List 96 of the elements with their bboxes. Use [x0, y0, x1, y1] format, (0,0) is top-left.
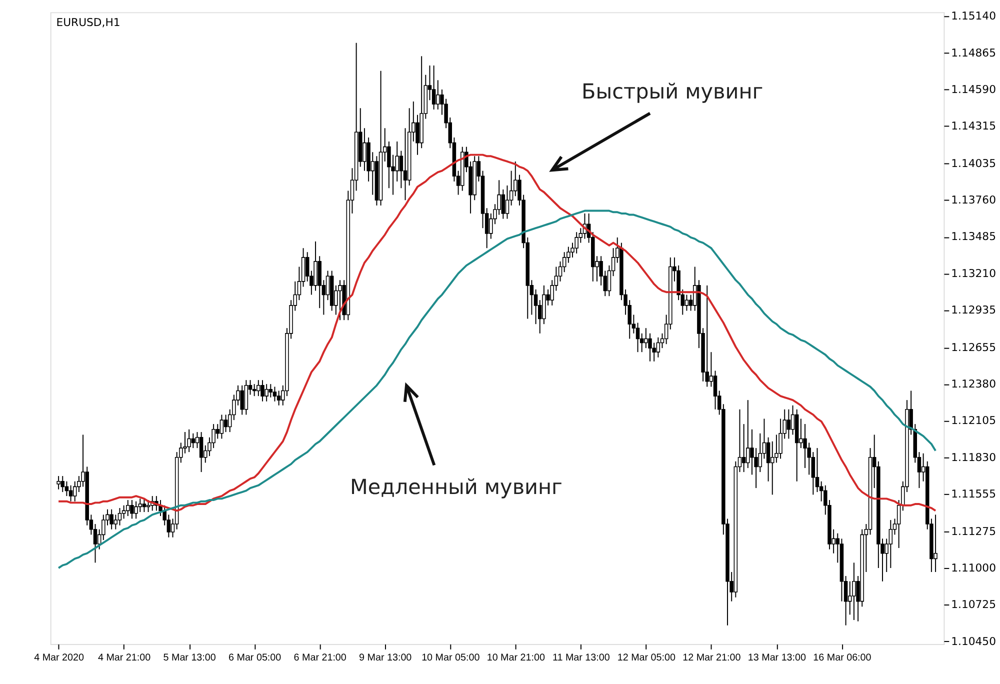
- y-tick-label: 1.11555: [951, 487, 996, 500]
- candlestick: [142, 498, 146, 513]
- candlestick: [93, 524, 98, 564]
- candlestick: [786, 408, 791, 440]
- candlestick: [811, 452, 816, 496]
- candlestick: [268, 384, 273, 398]
- y-tick-label: 1.14865: [951, 46, 996, 60]
- candlestick: [68, 484, 73, 502]
- annotation: Быстрый мувинг: [582, 79, 764, 104]
- candlestick: [187, 428, 191, 453]
- candlestick: [705, 284, 709, 388]
- candlestick: [338, 280, 342, 321]
- y-tick-label: 1.13210: [951, 266, 996, 280]
- candlestick: [644, 328, 648, 349]
- candlestick: [220, 414, 224, 440]
- x-tick-label: 4 Mar 21:00: [98, 652, 152, 664]
- y-tick-label: 1.10450: [951, 634, 996, 648]
- candlestick: [305, 252, 310, 282]
- x-tick-label: 10 Mar 05:00: [422, 652, 480, 664]
- candlestick: [110, 508, 114, 530]
- y-tick-label: 1.11275: [951, 524, 996, 538]
- candlestick: [403, 128, 408, 201]
- y-tick-label: 1.13760: [951, 194, 996, 207]
- y-tick-label: 1.10725: [951, 598, 996, 612]
- candlestick: [134, 500, 138, 520]
- candlestick: [362, 128, 366, 172]
- x-tick-label: 12 Mar 05:00: [617, 652, 676, 664]
- candlestick: [574, 232, 578, 254]
- y-tick-label: 1.14315: [951, 120, 996, 133]
- candlestick: [766, 436, 770, 482]
- candlestick: [799, 418, 803, 449]
- y-tick-label: 1.14590: [951, 82, 996, 96]
- candlestick: [399, 150, 404, 189]
- x-tick-label: 4 Mar 2020: [34, 652, 84, 664]
- candlestick: [432, 65, 436, 110]
- y-tick-label: 1.15140: [951, 10, 996, 23]
- candlestick: [240, 384, 244, 416]
- x-tick-label: 12 Mar 21:00: [682, 652, 742, 664]
- y-tick-label: 1.12655: [951, 340, 996, 354]
- candlestick: [636, 322, 640, 353]
- candlestick: [819, 480, 824, 502]
- candlestick: [191, 432, 196, 449]
- candlestick: [888, 520, 893, 569]
- candlestick: [56, 476, 60, 490]
- candlestick: [118, 508, 122, 526]
- candlestick: [264, 384, 268, 402]
- candlestick: [848, 580, 852, 616]
- candlestick: [126, 500, 130, 517]
- annotation: Медленный мувинг: [350, 474, 562, 499]
- x-tick-label: 10 Mar 21:00: [486, 652, 546, 664]
- line-series: [58, 210, 937, 569]
- candlestick: [72, 480, 77, 502]
- y-tick-label: 1.11830: [951, 450, 996, 464]
- candlestick: [558, 260, 562, 282]
- x-tick-label: 5 Mar 13:00: [163, 652, 216, 664]
- chart-title: EURUSD,H1: [56, 16, 120, 30]
- candlestick: [146, 500, 150, 513]
- candlestick: [770, 440, 774, 496]
- candlestick: [64, 480, 69, 497]
- y-tick-label: 1.14035: [951, 156, 996, 170]
- candlestick: [252, 384, 256, 397]
- candlestick: [656, 336, 660, 358]
- candlestick: [534, 288, 538, 325]
- candlestick: [272, 386, 277, 402]
- y-tick-label: 1.11000: [951, 561, 996, 574]
- candlestick: [224, 414, 228, 433]
- x-tick-label: 6 Mar 21:00: [294, 652, 347, 664]
- x-tick-label: 16 Mar 06:00: [813, 652, 872, 664]
- y-tick-label: 1.12105: [951, 414, 996, 428]
- y-tick-label: 1.13485: [951, 230, 996, 244]
- candlestick: [122, 504, 126, 520]
- candlestick: [60, 476, 64, 493]
- candlestick: [256, 380, 260, 397]
- candlestick: [216, 424, 220, 440]
- candlestick: [852, 562, 856, 620]
- candlestick: [436, 80, 440, 110]
- x-tick-label: 9 Mar 13:00: [359, 652, 412, 664]
- candlestick: [314, 240, 318, 292]
- candlestick: [815, 448, 820, 493]
- candlestick: [684, 294, 689, 312]
- candlestick: [713, 370, 718, 410]
- candlestick: [244, 380, 248, 416]
- x-tick-label: 11 Mar 13:00: [552, 652, 610, 664]
- candlestick: [742, 424, 746, 473]
- y-tick-label: 1.12380: [951, 378, 996, 391]
- y-tick-label: 1.12935: [951, 304, 996, 317]
- candlestick: [199, 432, 204, 473]
- candlestick: [260, 380, 264, 402]
- candlestick: [130, 500, 134, 520]
- x-tick-label: 6 Mar 05:00: [228, 652, 282, 664]
- x-tick-label: 13 Mar 13:00: [748, 652, 807, 664]
- candlestick: [501, 188, 506, 220]
- candlestick: [166, 514, 171, 538]
- candlestick: [276, 390, 281, 406]
- candlestick: [505, 184, 510, 220]
- candlestick: [934, 514, 938, 573]
